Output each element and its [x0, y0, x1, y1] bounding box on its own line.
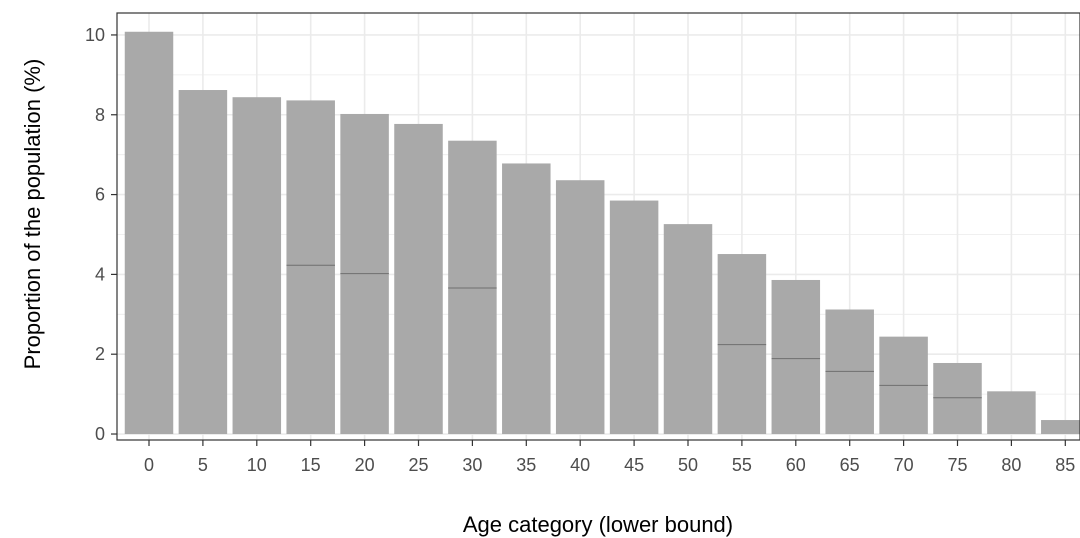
bar-50 [663, 224, 713, 435]
x-tick-label: 55 [732, 455, 752, 475]
plot-panel-border [116, 12, 1080, 441]
y-axis-title: Proportion of the population (%) [20, 59, 45, 370]
x-tick-label: 15 [301, 455, 321, 475]
x-tick-label: 65 [840, 455, 860, 475]
x-tick-label: 25 [408, 455, 428, 475]
x-tick-label: 60 [786, 455, 806, 475]
x-tick-label: 85 [1055, 455, 1075, 475]
x-axis: 0 5 10 15 20 25 30 35 40 45 50 55 60 65 70 75 80 85 [144, 440, 1075, 475]
x-tick-label: 20 [355, 455, 375, 475]
bar-10 [232, 97, 282, 435]
x-tick-label: 50 [678, 455, 698, 475]
bar-35 [502, 163, 551, 435]
x-tick-label: 0 [144, 455, 154, 475]
x-tick-label: 40 [570, 455, 590, 475]
x-tick-label: 10 [247, 455, 267, 475]
x-axis-title: Age category (lower bound) [463, 512, 733, 537]
x-tick-label: 70 [894, 455, 914, 475]
y-tick-label: 8 [95, 105, 105, 125]
x-tick-label: 75 [947, 455, 967, 475]
bar-40 [555, 180, 605, 435]
x-tick-label: 80 [1001, 455, 1021, 475]
y-tick-label: 10 [85, 25, 105, 45]
y-tick-label: 6 [95, 185, 105, 205]
x-tick-label: 30 [462, 455, 482, 475]
y-tick-label: 2 [95, 344, 105, 364]
bar-55 [717, 254, 767, 435]
bar-0 [124, 31, 174, 435]
bars [124, 31, 1080, 435]
bar-5 [178, 90, 228, 435]
x-tick-label: 45 [624, 455, 644, 475]
x-tick-label: 35 [516, 455, 536, 475]
y-axis: 0 2 4 6 8 10 [85, 25, 117, 444]
bar-75 [933, 362, 982, 435]
y-tick-label: 0 [95, 424, 105, 444]
bar-25 [394, 123, 443, 435]
y-tick-label: 4 [95, 264, 105, 284]
bar-60 [771, 279, 821, 435]
bar-15 [286, 100, 335, 435]
bar-45 [609, 200, 659, 435]
bar-30 [448, 140, 497, 435]
bar-85 [1041, 420, 1080, 435]
bar-80 [987, 391, 1036, 435]
x-tick-label: 5 [198, 455, 208, 475]
